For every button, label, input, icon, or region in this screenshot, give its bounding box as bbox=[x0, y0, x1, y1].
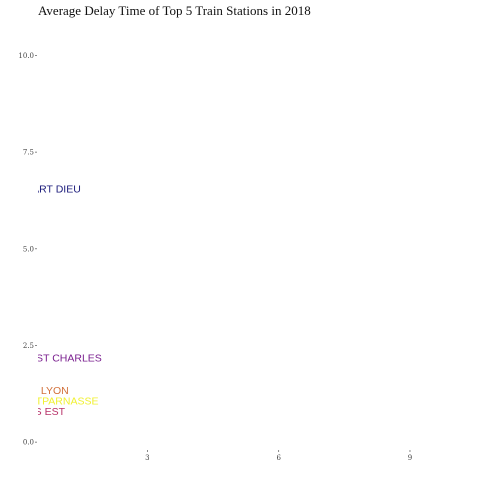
y-tick-label: 0.0 bbox=[23, 439, 34, 447]
x-tick-label: 9 bbox=[408, 454, 412, 462]
y-tick-label: 5.0 bbox=[23, 245, 34, 253]
y-tick-label: 7.5 bbox=[23, 149, 34, 157]
x-tick-label: 6 bbox=[276, 454, 281, 462]
y-tick-label: 2.5 bbox=[23, 342, 34, 350]
x-tick-label: 3 bbox=[145, 454, 149, 462]
x-axis: 3 6 9 bbox=[145, 450, 412, 462]
series-label: MARSEILLE ST CHARLES bbox=[0, 353, 102, 365]
series-label: PARIS LYON bbox=[7, 385, 68, 397]
series-label: LYON PART DIEU bbox=[0, 183, 81, 195]
series-label: PARIS EST bbox=[11, 406, 66, 418]
chart-title: Average Delay Time of Top 5 Train Statio… bbox=[38, 3, 311, 18]
series-labels: LYON PART DIEU MARSEILLE ST CHARLES PARIS … bbox=[0, 183, 102, 418]
y-tick-label: 10.0 bbox=[18, 52, 34, 60]
y-axis: 0.0 2.5 5.0 7.5 10.0 bbox=[18, 52, 37, 447]
series-label: PARIS MONTPARNASSE bbox=[0, 395, 98, 407]
